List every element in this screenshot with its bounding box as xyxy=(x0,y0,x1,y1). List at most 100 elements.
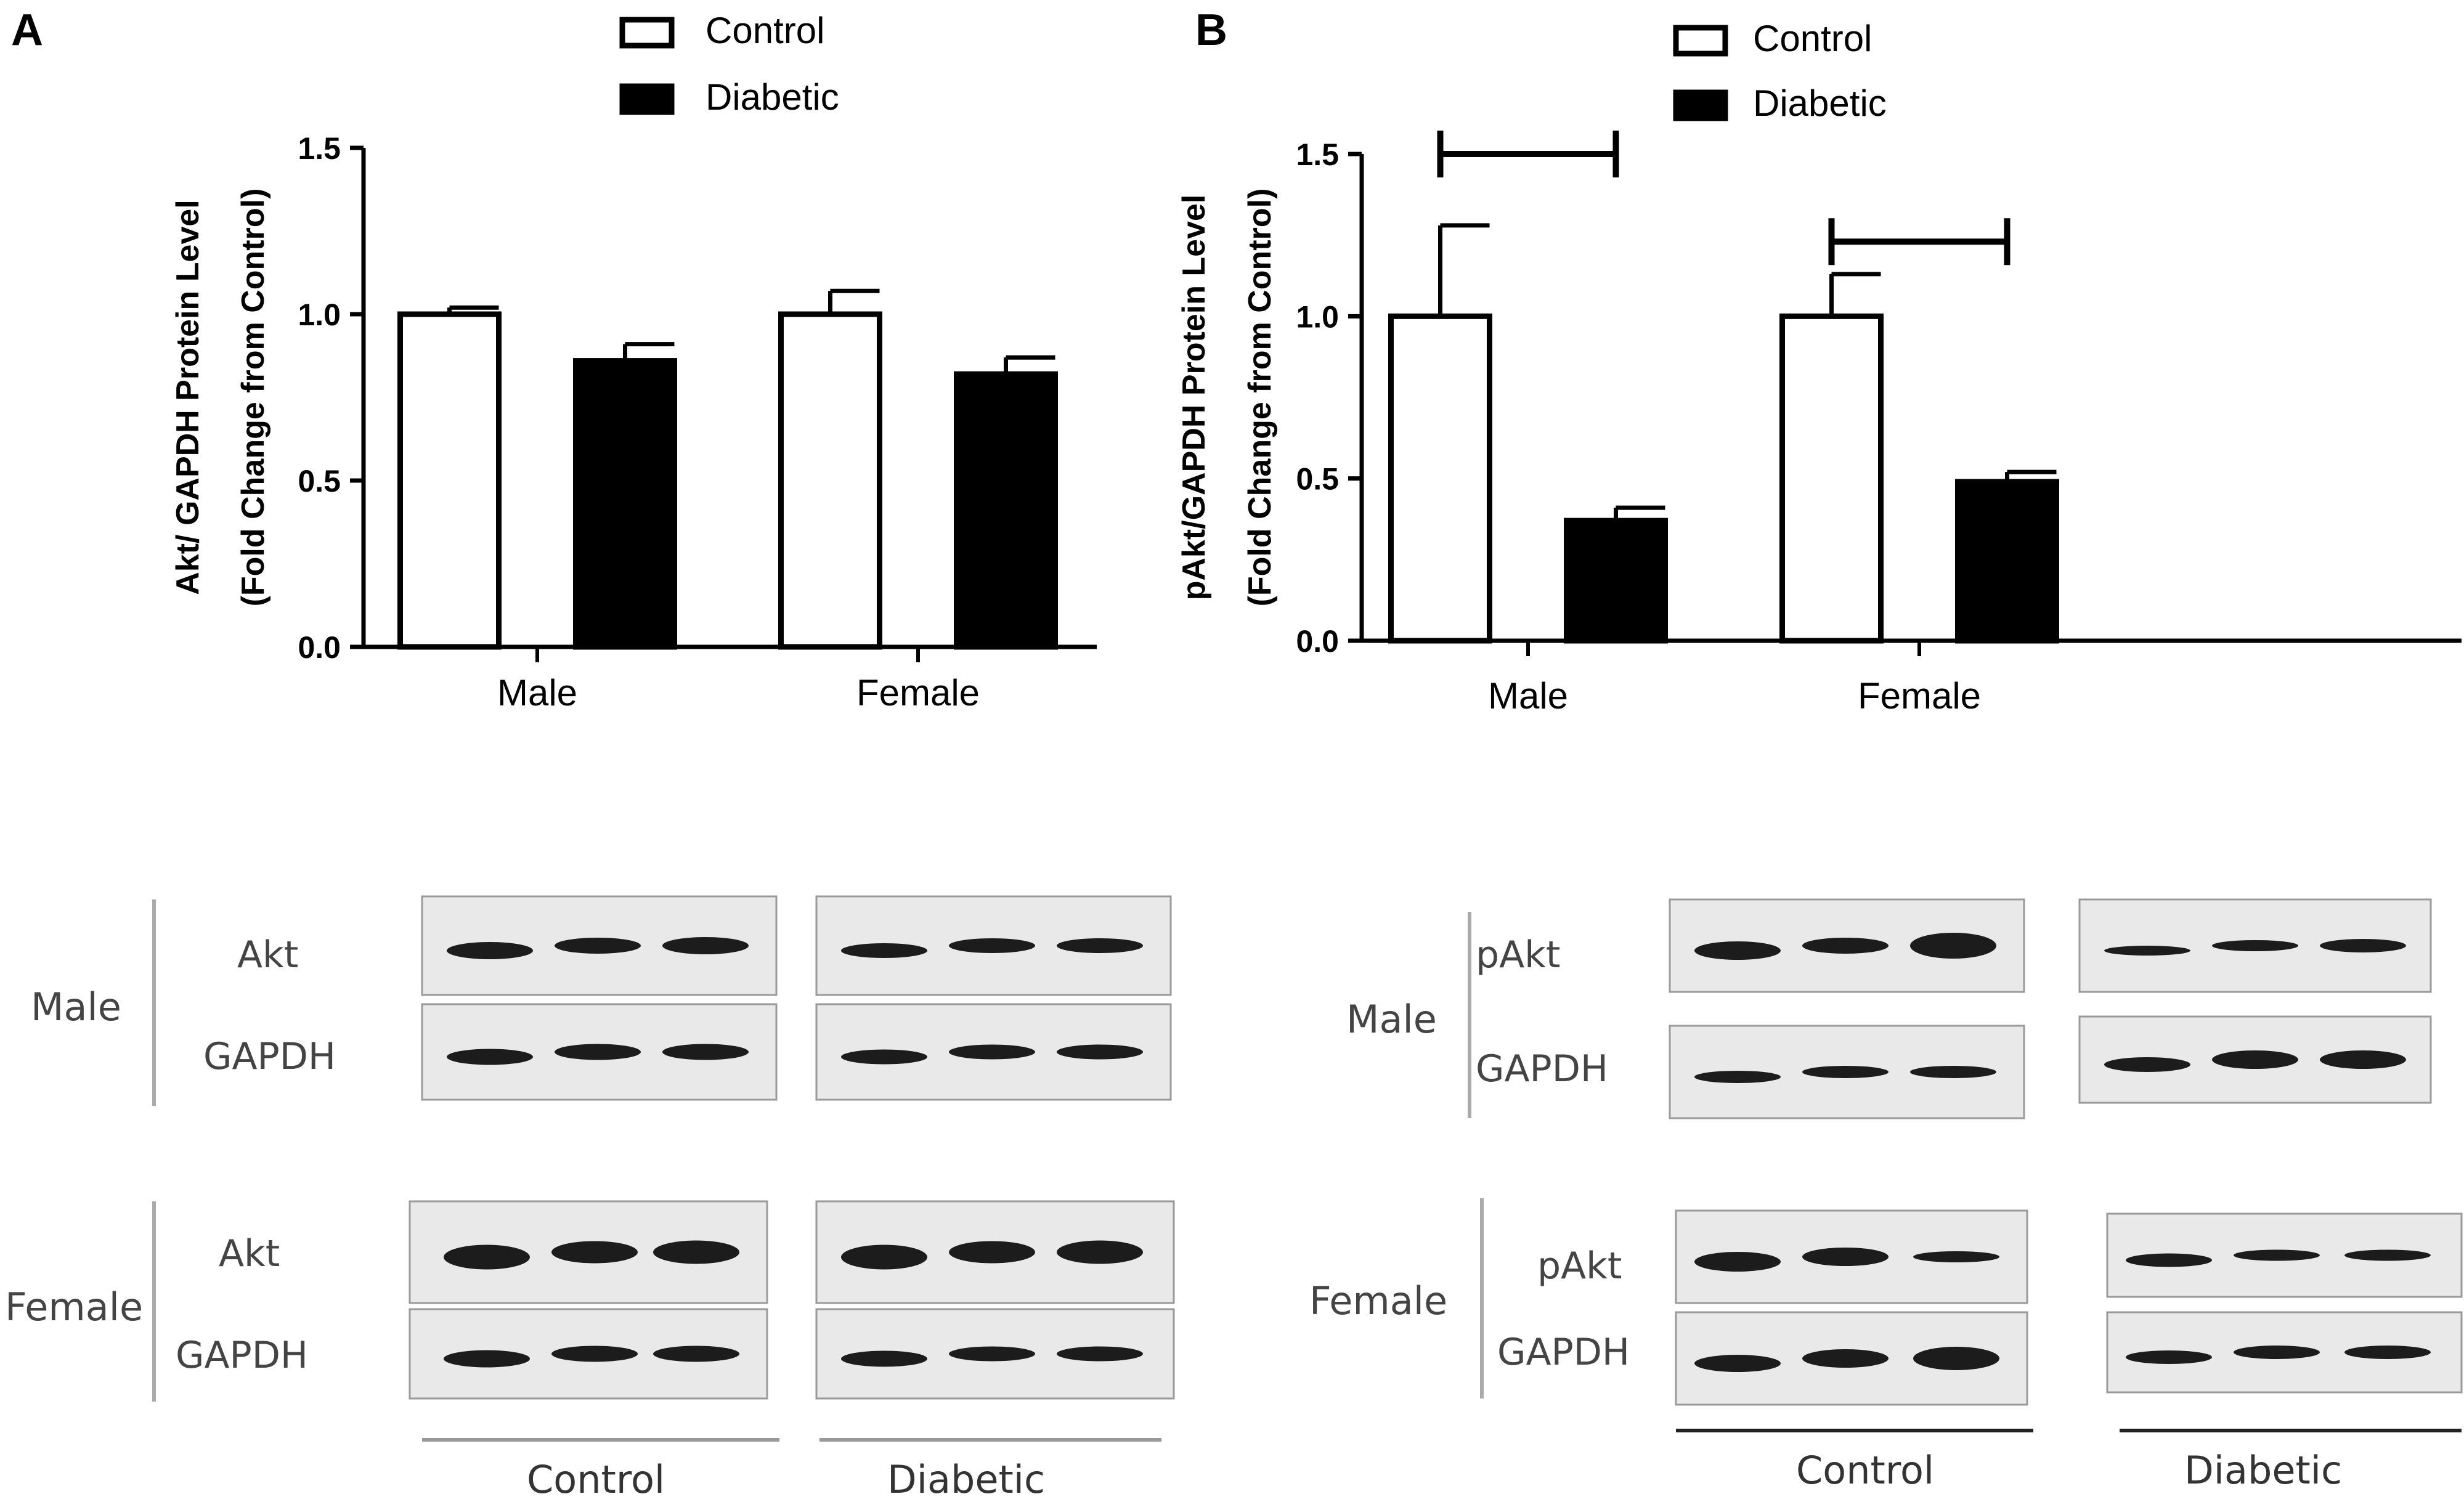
blot-band xyxy=(1802,1248,1889,1266)
blot-a-female-row1-label: Akt xyxy=(219,1232,280,1275)
bar-diabetic-female xyxy=(954,371,1058,650)
y-axis-label: pAkt/GAPDH Protein Level xyxy=(1176,195,1212,601)
bar-control-female xyxy=(778,311,882,650)
blot-band xyxy=(1802,1066,1889,1078)
legend-label-control: Control xyxy=(1753,18,1872,59)
y-tick-label: 1.5 xyxy=(298,131,341,166)
y-tick-label: 0.5 xyxy=(1296,462,1339,497)
legend-label-control: Control xyxy=(705,10,824,51)
blot-b-lane-control: Control xyxy=(1796,1448,1935,1493)
blot-band xyxy=(2212,940,2298,951)
blot-band xyxy=(949,1044,1035,1060)
panel-letter-a: A xyxy=(11,6,43,55)
y-tick-label: 1.0 xyxy=(1296,299,1339,334)
x-tick-label: Female xyxy=(856,672,980,713)
legend-label-diabetic: Diabetic xyxy=(1753,83,1887,124)
blot-band xyxy=(949,938,1035,953)
bar-diabetic-male xyxy=(573,358,677,650)
blot-band xyxy=(555,1044,641,1060)
blot-band xyxy=(1057,1044,1143,1060)
blot-band xyxy=(2104,946,2190,956)
blot-band xyxy=(447,1049,533,1065)
legend-swatch-control xyxy=(1673,25,1728,57)
chart-panel-a: 0.0 0.5 1.0 1.5 Akt/ GAPDH Protein Level (Fol… xyxy=(170,10,1097,713)
x-tick-label: Male xyxy=(497,672,577,713)
blot-band xyxy=(2126,1350,2212,1364)
blot-band xyxy=(447,942,533,959)
blot-band xyxy=(1802,938,1889,954)
blot-band xyxy=(1910,933,1996,959)
blot-band xyxy=(444,1244,530,1270)
blot-a-female-row2-label: GAPDH xyxy=(176,1334,309,1377)
blot-band xyxy=(1802,1349,1889,1368)
bar-control-male xyxy=(397,311,502,650)
y-axis-label: (Fold Change from Control) xyxy=(1242,189,1278,607)
blot-band xyxy=(551,1241,638,1264)
blot-b-female-group-label: Female xyxy=(1309,1278,1448,1323)
blot-band xyxy=(949,1346,1035,1362)
chart-panel-b: 0.0 0.5 1.0 1.5 pAkt/GAPDH Protein Level (Fol… xyxy=(1176,18,2462,716)
blot-b-female-row2-label: GAPDH xyxy=(1497,1331,1630,1374)
blot-b-male-row2-label: GAPDH xyxy=(1476,1047,1609,1090)
blot-band xyxy=(841,943,927,958)
legend-swatch-diabetic xyxy=(1673,89,1728,121)
y-tick-label: 0.0 xyxy=(1296,624,1339,659)
blot-band xyxy=(1910,1066,1996,1078)
blot-band xyxy=(1057,1346,1143,1362)
blot-a-male-row2-label: GAPDH xyxy=(203,1035,336,1078)
blot-band xyxy=(551,1346,638,1362)
blot-band xyxy=(653,1240,739,1264)
blot-band xyxy=(1694,1355,1781,1372)
blot-band xyxy=(2344,1249,2431,1261)
blot-band xyxy=(444,1350,530,1368)
blot-band xyxy=(949,1241,1035,1264)
blot-band xyxy=(2234,1346,2320,1359)
bar-control-male xyxy=(1388,313,1492,644)
x-tick-label: Male xyxy=(1488,675,1568,716)
blot-band xyxy=(2104,1057,2190,1072)
blot-band xyxy=(1694,1071,1781,1083)
blot-band xyxy=(2126,1253,2212,1267)
legend-label-diabetic: Diabetic xyxy=(705,76,839,118)
blot-a-lane-control: Control xyxy=(527,1457,665,1502)
blot-b-male-row1-label: pAkt xyxy=(1476,933,1561,976)
blot-band xyxy=(2212,1050,2298,1069)
blot-band xyxy=(1694,1252,1781,1272)
y-axis-label: Akt/ GAPDH Protein Level xyxy=(170,200,206,595)
blot-band xyxy=(1057,1240,1143,1264)
blot-band xyxy=(841,1049,927,1065)
blot-band xyxy=(653,1346,739,1362)
y-tick-label: 0.5 xyxy=(298,464,341,498)
y-tick-label: 1.0 xyxy=(298,298,341,332)
legend-swatch-diabetic xyxy=(619,83,675,115)
blot-a-lane-diabetic: Diabetic xyxy=(887,1457,1046,1502)
blot-a-male-group-label: Male xyxy=(31,984,121,1029)
blot-band xyxy=(1057,938,1143,953)
bar-control-female xyxy=(1779,313,1884,644)
blot-band xyxy=(2344,1346,2431,1359)
blot-b-lane-diabetic: Diabetic xyxy=(2184,1448,2343,1493)
blot-a-male-row1-label: Akt xyxy=(237,933,299,976)
blot-band xyxy=(662,1044,749,1060)
blot-band xyxy=(2234,1249,2320,1261)
blot-b-female-row1-label: pAkt xyxy=(1537,1244,1622,1288)
blot-b-male-group-label: Male xyxy=(1346,997,1437,1042)
y-tick-label: 1.5 xyxy=(1296,137,1339,172)
blot-band xyxy=(555,938,641,954)
blot-band xyxy=(662,937,749,954)
blot-band xyxy=(1694,941,1781,960)
blot-band xyxy=(2320,939,2406,952)
legend-swatch-control xyxy=(619,17,675,49)
x-tick-label: Female xyxy=(1858,675,1981,716)
panel-letter-b: B xyxy=(1195,6,1227,55)
blot-band xyxy=(1913,1251,1999,1262)
blot-band xyxy=(841,1350,927,1367)
y-axis-label: (Fold Change from Control) xyxy=(235,189,271,607)
blot-band xyxy=(841,1244,927,1270)
blot-band xyxy=(1913,1347,1999,1370)
blot-band xyxy=(2320,1050,2406,1069)
bar-diabetic-male xyxy=(1564,518,1668,644)
bar-diabetic-female xyxy=(1955,479,2059,644)
